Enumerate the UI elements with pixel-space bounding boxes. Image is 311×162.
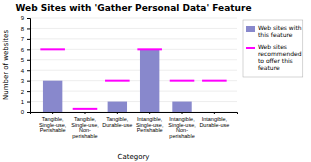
text-line: Web sites with (258, 24, 302, 31)
x-axis-title: Category (118, 153, 150, 161)
text-line: Perishable (40, 127, 66, 133)
text-line: perishable (72, 133, 97, 139)
tick-mark (27, 49, 30, 50)
tick: Intangible,Single-use,Non-perishable (168, 112, 196, 139)
text-line: feature (258, 64, 280, 71)
line-marker (202, 80, 227, 82)
tick: 3 (21, 78, 30, 84)
tick-label: 5 (21, 57, 25, 63)
plot: 0 1 2 3 4 5 6 7 8 9 Tangible,Single-use,Perishable… (21, 15, 238, 139)
tick: 9 (21, 15, 30, 21)
tick-label: Tangible,Single-use,Perishable (39, 116, 67, 134)
tick: 8 (21, 26, 30, 32)
axis-line (27, 19, 31, 113)
tick: 7 (21, 36, 30, 42)
tick-mark (182, 112, 183, 114)
series (43, 49, 192, 112)
line-marker (73, 108, 98, 110)
bar (172, 102, 191, 112)
tick-mark (149, 112, 150, 114)
grid-line (30, 38, 237, 39)
legend-box (243, 20, 303, 77)
tick-label: 3 (21, 78, 25, 84)
series (40, 49, 226, 109)
text-line: Durable-use (199, 122, 229, 128)
tick-mark (52, 112, 53, 114)
tick-mark (27, 60, 30, 61)
bar (205, 112, 224, 113)
tick-label: 7 (21, 36, 25, 42)
line-marker (40, 48, 65, 50)
grid-line (30, 18, 237, 19)
text-line: Perishable (137, 127, 163, 133)
bar (43, 81, 62, 112)
line-marker (137, 48, 162, 50)
marks (40, 49, 226, 112)
tick: Intangible,Durable-use (199, 112, 229, 128)
chart: Web Sites with 'Gather Personal Data' Fe… (0, 0, 311, 162)
tick-label: Intangible,Single-use,Non-perishable (168, 116, 196, 139)
text-line: this feature (258, 31, 293, 38)
text-line: to offer this (258, 57, 293, 64)
text-line: perishable (169, 133, 194, 139)
grid-line (30, 49, 237, 50)
bar (75, 112, 94, 113)
tick: 0 (21, 109, 30, 115)
tick-label: 2 (21, 89, 25, 95)
tick-label: Tangible,Single-use,Non-perishable (71, 116, 99, 139)
tick-label: 4 (21, 68, 25, 74)
grid-line (30, 59, 237, 60)
y-axis: 0 1 2 3 4 5 6 7 8 9 (21, 15, 31, 115)
y-axis-title: Number of websites (2, 30, 10, 100)
grid-line (30, 28, 237, 29)
legend-swatch (246, 47, 255, 49)
legend-item: Web sitesrecommendedto offer thisfeature (246, 43, 302, 71)
tick: 2 (21, 89, 30, 95)
legend-item: Web sites withthis feature (246, 24, 302, 38)
tick: 5 (21, 57, 30, 63)
title: Web Sites with 'Gather Personal Data' Fe… (16, 3, 252, 13)
text-line: recommended (258, 50, 302, 57)
legend-swatch (246, 26, 255, 32)
tick: Tangible,Single-use,Non-perishable (71, 112, 99, 139)
tick: Tangible,Durable-use (102, 112, 132, 128)
tick-mark (117, 112, 118, 114)
tick: 4 (21, 68, 30, 74)
tick-label: 8 (21, 26, 25, 32)
text-line: Web sites (258, 43, 287, 50)
legend: Web sites withthis feature Web sitesrecom… (243, 20, 303, 77)
tick-mark (27, 112, 30, 113)
tick: Tangible,Single-use,Perishable (39, 112, 67, 133)
tick-mark (27, 91, 30, 92)
tick: 1 (21, 99, 30, 105)
tick-mark (27, 70, 30, 71)
tick-label: 9 (21, 15, 25, 21)
tick-label: Intangible,Single-use,Perishable (136, 116, 164, 134)
tick-label: Intangible,Durable-use (199, 116, 229, 128)
tick-label: 6 (21, 47, 25, 53)
text-line: Durable-use (102, 122, 132, 128)
line-marker (105, 80, 130, 82)
tick: 6 (21, 47, 30, 53)
tick-mark (27, 102, 30, 103)
line-marker (170, 80, 195, 82)
tick: Intangible,Single-use,Perishable (136, 112, 164, 133)
tick-mark (27, 39, 30, 40)
x-axis: Tangible,Single-use,PerishableTangible,S… (31, 112, 238, 139)
tick-label: Tangible,Durable-use (102, 116, 132, 128)
grid (30, 18, 237, 112)
bar (108, 102, 127, 112)
tick-mark (84, 112, 85, 114)
legend-label: Web sites withthis feature (258, 24, 302, 38)
tick-mark (27, 81, 30, 82)
tick-mark (27, 28, 30, 29)
legend-label: Web sitesrecommendedto offer thisfeature (258, 43, 302, 71)
bar (140, 49, 159, 112)
axis-line (31, 113, 238, 115)
tick-label: 1 (21, 99, 25, 105)
tick-mark (27, 18, 30, 19)
tick-label: 0 (21, 109, 25, 115)
tick-mark (214, 112, 215, 114)
grid-line (30, 70, 237, 71)
